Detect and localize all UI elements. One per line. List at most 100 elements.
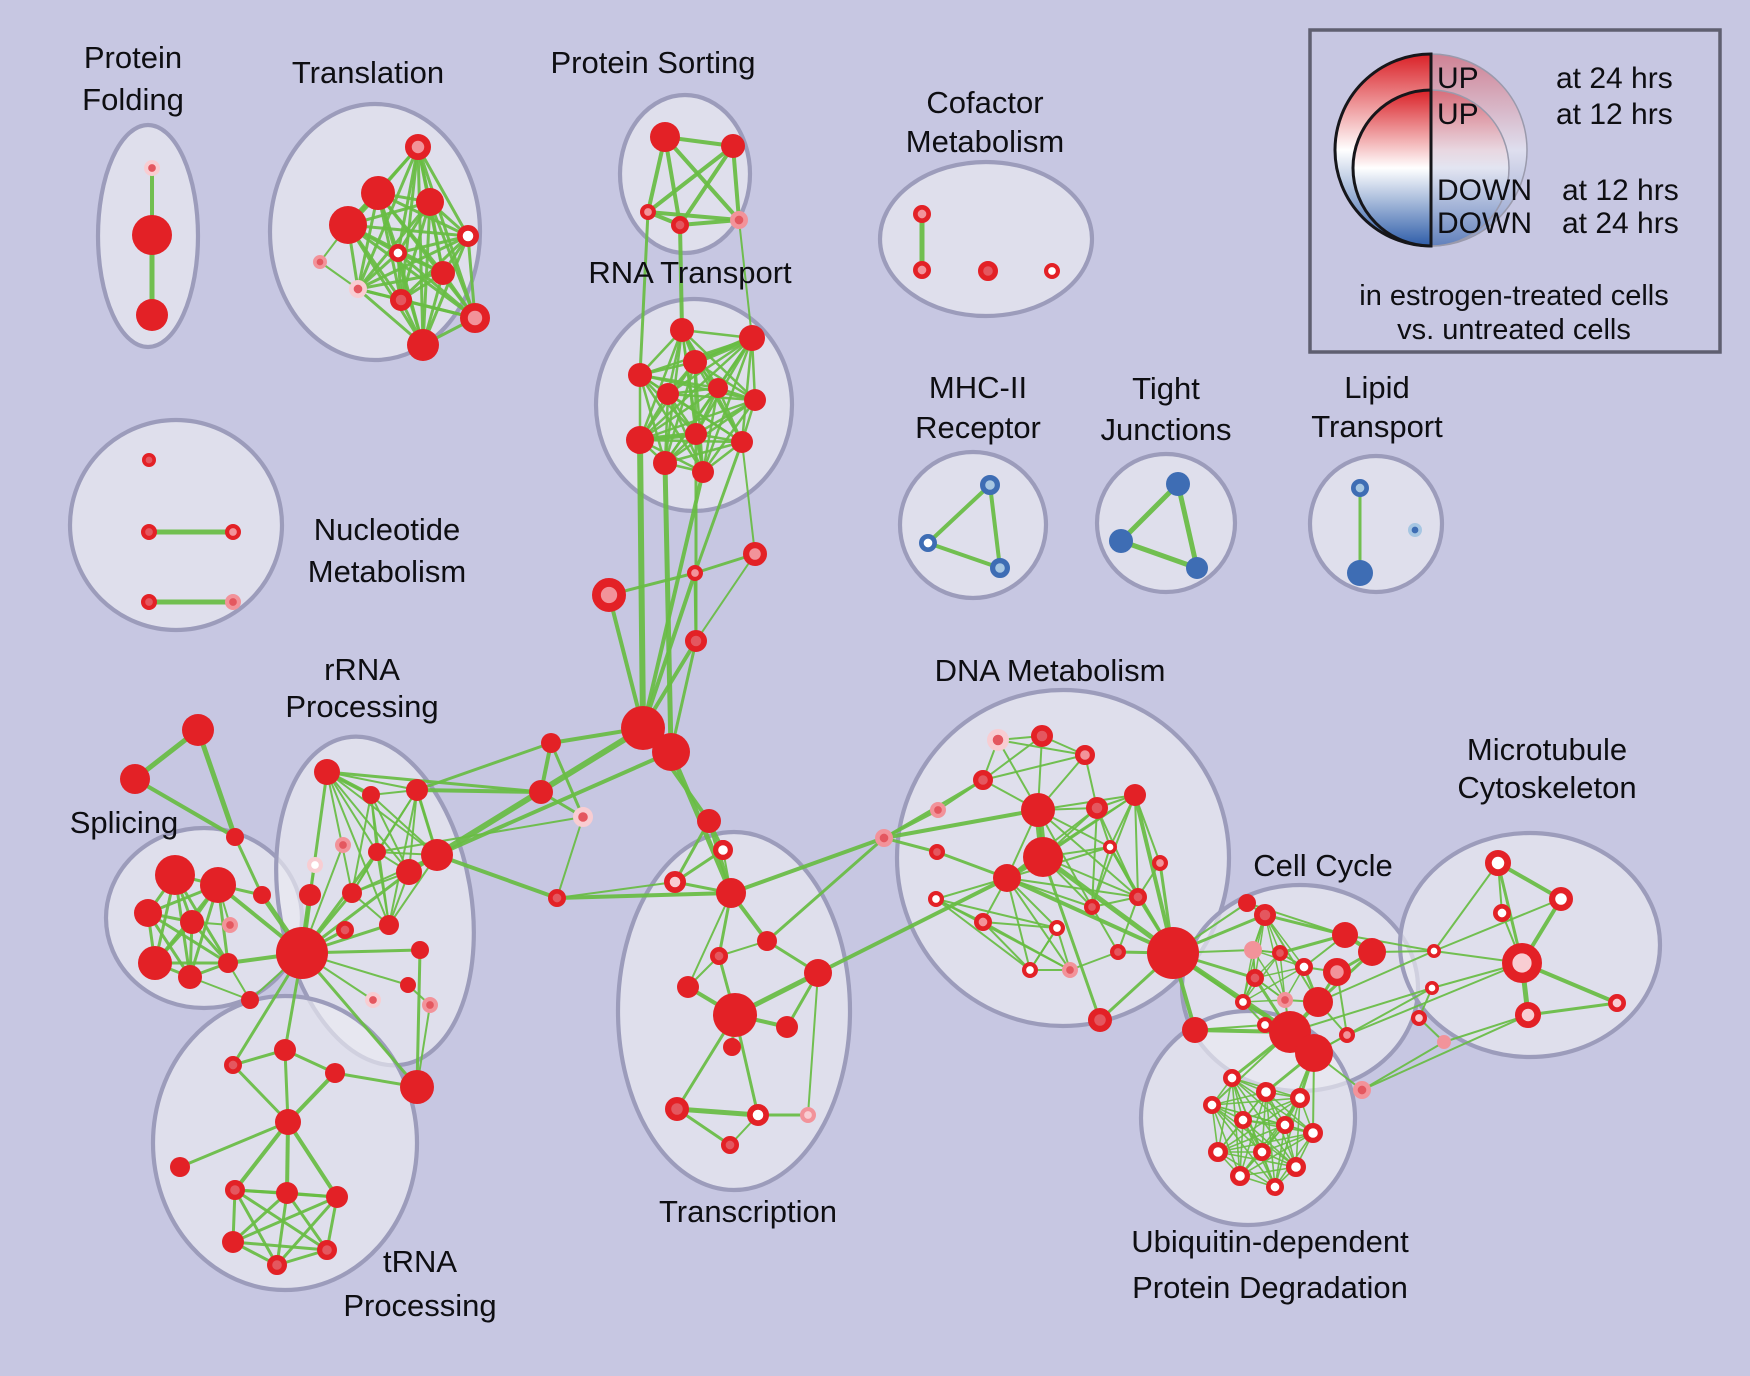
network-node-k4 [1424, 981, 1439, 996]
network-node-sp1 [200, 867, 236, 903]
network-node-sp6 [178, 965, 202, 989]
network-edge [1361, 1014, 1529, 1091]
network-edge [1069, 951, 1119, 971]
network-node-g13 [411, 941, 429, 959]
cluster-label-nucleotide-metabolism: Nucleotide [314, 512, 460, 547]
network-node-q8 [1252, 1142, 1271, 1161]
network-node-d13 [1151, 855, 1168, 872]
network-node-pf2 [136, 299, 168, 331]
cluster-ellipse-tight-junctions [1094, 451, 1238, 595]
network-edge [275, 1191, 289, 1267]
legend: UP at 24 hrs UP at 12 hrs DOWN at 12 hrs… [1308, 28, 1722, 354]
network-edge [396, 251, 477, 320]
network-edge [421, 200, 432, 347]
network-node-e0 [1253, 903, 1276, 926]
network-edge [326, 771, 353, 894]
network-node-u3 [275, 1109, 301, 1135]
cluster-label-cell-cycle: Cell Cycle [1253, 848, 1393, 883]
network-node-k0 [1485, 850, 1512, 877]
network-node-l1 [1347, 560, 1373, 586]
network-node-d22 [1087, 1007, 1112, 1032]
network-edge [693, 571, 698, 643]
network-node-q0 [1222, 1068, 1241, 1087]
network-node-t5 [388, 243, 407, 262]
network-edge [1134, 794, 1139, 898]
network-node-h9 [697, 809, 721, 833]
network-node-r10 [653, 451, 677, 475]
network-edge [286, 1120, 339, 1199]
network-node-cc0 [1147, 927, 1199, 979]
cluster-label-mhc-ii-receptor: MHC-II [929, 370, 1027, 405]
network-layers: Protein Folding Translation Protein Sorting… [67, 40, 1663, 1323]
network-edge [1175, 481, 1200, 571]
network-edge [1006, 877, 1139, 898]
network-node-p2 [226, 828, 244, 846]
network-node-t11 [313, 255, 328, 270]
network-node-t1 [361, 176, 395, 210]
network-node-l0 [1350, 478, 1369, 497]
network-edge [641, 470, 705, 730]
network-edge [1091, 906, 1119, 953]
network-node-d7 [1021, 793, 1055, 827]
cluster-label-tight-junctions: Tight [1132, 371, 1200, 406]
network-node-d9 [993, 864, 1021, 892]
network-edge [325, 770, 543, 794]
network-edge [1289, 987, 1433, 1033]
network-node-e4 [1332, 922, 1358, 948]
network-edge [1242, 966, 1305, 1003]
network-node-s2 [640, 204, 657, 221]
network-node-q1 [1255, 1081, 1276, 1102]
network-node-u8 [222, 1231, 244, 1253]
network-node-e15 [1295, 1034, 1333, 1072]
network-node-n0 [142, 453, 157, 468]
network-node-d21 [1109, 944, 1126, 961]
network-node-g3 [334, 837, 351, 854]
network-edge [346, 223, 470, 238]
legend-up-12-dir: UP [1437, 98, 1479, 131]
network-node-e2 [1244, 941, 1262, 959]
network-edge [741, 441, 756, 555]
network-edge [346, 223, 477, 320]
network-node-h3 [684, 629, 707, 652]
cluster-ellipse-cofactor-metabolism [877, 159, 1095, 319]
cluster-label-splicing: Splicing [70, 805, 179, 840]
network-node-r2 [683, 350, 707, 374]
network-node-e11 [1256, 1017, 1273, 1034]
cluster-ellipse-nucleotide-metabolism [67, 417, 285, 633]
network-node-sp8 [253, 886, 271, 904]
network-node-x7 [804, 959, 832, 987]
network-node-u4 [170, 1157, 190, 1177]
network-node-pf0 [144, 160, 161, 177]
network-edge [233, 1120, 290, 1192]
network-edge [1109, 846, 1139, 898]
network-edge [663, 135, 741, 222]
network-edge [556, 881, 676, 899]
network-node-sp4 [222, 917, 239, 934]
network-node-u9 [317, 1239, 338, 1260]
network-edge [1217, 1151, 1297, 1168]
cluster-label-translation: Translation [292, 55, 444, 90]
network-edge [285, 1191, 329, 1252]
legend-down-12-time: at 12 hrs [1562, 174, 1679, 207]
network-node-d17 [1048, 920, 1065, 937]
network-edge [1231, 1077, 1314, 1134]
network-node-e9 [1276, 992, 1293, 1009]
network-node-sp3 [180, 910, 204, 934]
network-node-n4 [225, 594, 242, 611]
network-node-k3 [1426, 944, 1441, 959]
network-node-g17 [421, 997, 438, 1014]
network-node-j0 [1166, 472, 1190, 496]
network-node-x10 [723, 1038, 741, 1056]
network-edge [1005, 876, 1175, 955]
cluster-label-transcription: Transcription [659, 1194, 837, 1229]
network-node-c0 [913, 204, 932, 223]
network-node-e12 [1303, 987, 1333, 1017]
legend-down-24-dir: DOWN [1437, 207, 1532, 240]
network-edge [1264, 914, 1319, 1003]
network-edge [408, 789, 418, 873]
cluster-label-lipid-transport: Lipid [1344, 370, 1410, 405]
network-edge [663, 440, 744, 465]
network-edge [1344, 934, 1435, 952]
network-edge [926, 541, 1002, 570]
